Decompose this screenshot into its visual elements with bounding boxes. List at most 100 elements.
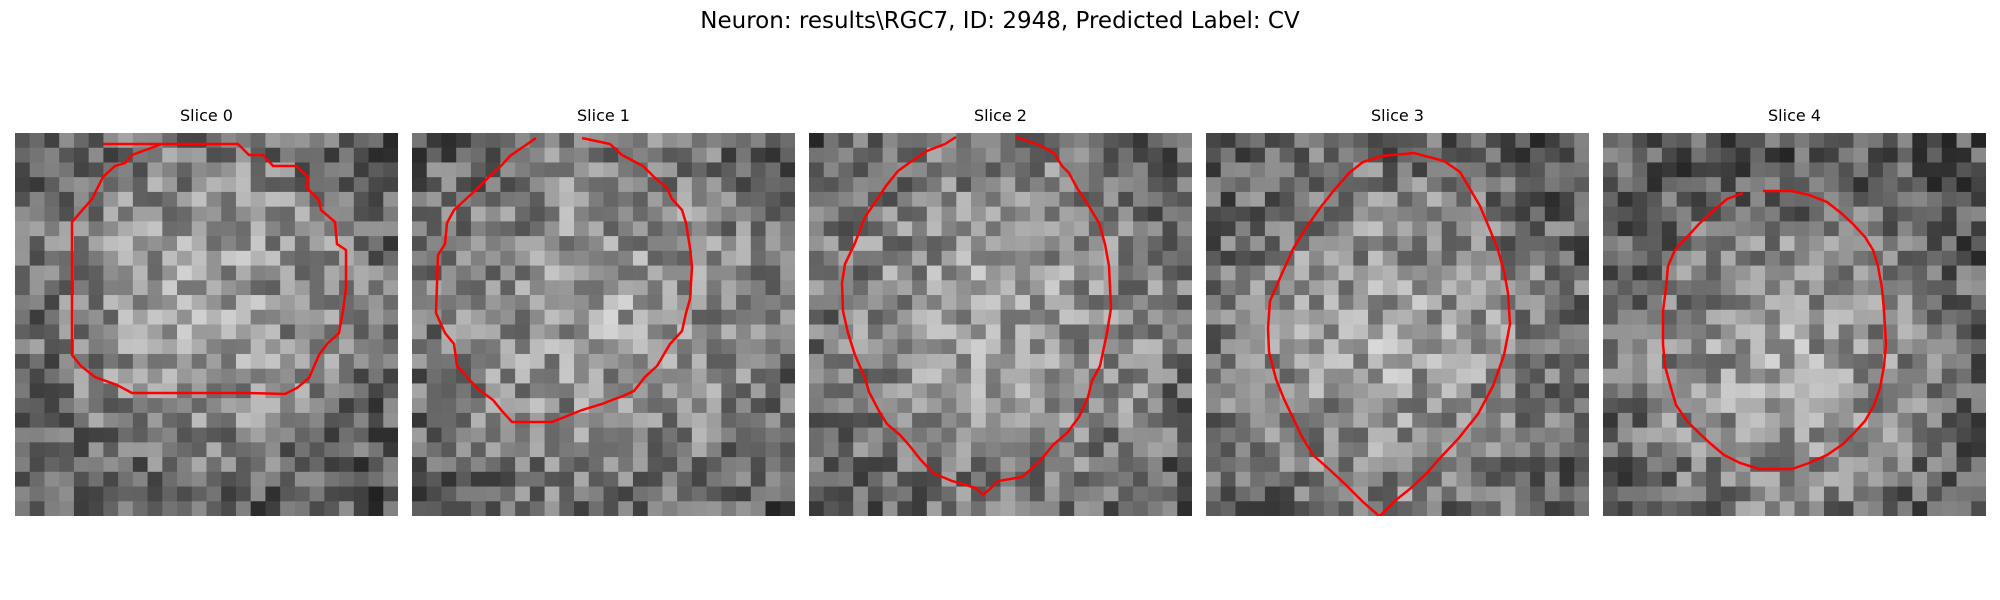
image-pixel bbox=[750, 162, 767, 178]
image-pixel bbox=[280, 457, 296, 473]
image-pixel bbox=[1676, 250, 1692, 267]
image-pixel bbox=[544, 412, 560, 429]
image-pixel bbox=[383, 398, 398, 414]
image-pixel bbox=[1941, 221, 1958, 237]
image-pixel bbox=[485, 339, 501, 355]
image-pixel bbox=[721, 442, 737, 458]
image-pixel bbox=[353, 265, 370, 281]
image-pixel bbox=[1485, 280, 1502, 296]
image-pixel bbox=[456, 206, 472, 222]
image-pixel bbox=[294, 457, 311, 473]
image-pixel bbox=[912, 162, 928, 178]
image-pixel bbox=[1309, 133, 1325, 149]
image-pixel bbox=[956, 457, 972, 473]
image-pixel bbox=[383, 295, 398, 311]
image-pixel bbox=[1971, 236, 1986, 252]
image-pixel bbox=[1368, 206, 1384, 222]
image-pixel bbox=[1617, 412, 1634, 429]
image-pixel bbox=[1794, 412, 1810, 429]
image-pixel bbox=[103, 398, 119, 414]
image-pixel bbox=[1838, 206, 1855, 222]
image-pixel bbox=[1735, 295, 1751, 311]
image-pixel bbox=[1853, 501, 1869, 516]
image-pixel bbox=[588, 427, 605, 443]
image-pixel bbox=[1397, 309, 1413, 326]
image-pixel bbox=[265, 383, 281, 399]
image-pixel bbox=[500, 471, 516, 488]
image-pixel bbox=[1382, 133, 1399, 149]
image-pixel bbox=[1912, 324, 1928, 340]
image-pixel bbox=[1838, 427, 1855, 443]
image-pixel bbox=[162, 457, 178, 473]
image-pixel bbox=[706, 265, 722, 281]
image-pixel bbox=[1177, 133, 1192, 149]
image-pixel bbox=[1515, 412, 1531, 429]
image-pixel bbox=[1471, 221, 1487, 237]
image-pixel bbox=[1015, 398, 1031, 414]
image-pixel bbox=[1309, 236, 1325, 252]
image-pixel bbox=[1162, 280, 1178, 296]
image-pixel bbox=[1118, 221, 1134, 237]
image-pixel bbox=[1941, 177, 1958, 193]
image-pixel bbox=[1706, 250, 1722, 267]
image-pixel bbox=[1941, 162, 1958, 178]
image-pixel bbox=[1426, 398, 1443, 414]
image-pixel bbox=[1118, 295, 1134, 311]
image-pixel bbox=[1559, 486, 1575, 502]
image-pixel bbox=[706, 339, 722, 355]
image-pixel bbox=[1720, 442, 1737, 458]
image-pixel bbox=[780, 191, 795, 208]
image-pixel bbox=[162, 250, 178, 267]
image-pixel bbox=[88, 501, 104, 516]
image-pixel bbox=[574, 486, 590, 502]
image-pixel bbox=[383, 427, 398, 443]
image-pixel bbox=[177, 353, 193, 370]
image-pixel bbox=[809, 162, 825, 178]
image-pixel bbox=[721, 221, 737, 237]
image-pixel bbox=[44, 486, 60, 502]
image-pixel bbox=[1720, 398, 1737, 414]
image-pixel bbox=[1735, 398, 1751, 414]
image-pixel bbox=[500, 501, 516, 516]
image-pixel bbox=[1103, 383, 1119, 399]
image-pixel bbox=[1603, 162, 1619, 178]
image-pixel bbox=[191, 427, 208, 443]
image-pixel bbox=[1603, 250, 1619, 267]
image-pixel bbox=[1323, 442, 1340, 458]
image-pixel bbox=[1574, 309, 1589, 326]
image-pixel bbox=[912, 324, 928, 340]
image-pixel bbox=[103, 265, 119, 281]
image-pixel bbox=[1059, 486, 1075, 502]
image-pixel bbox=[44, 250, 60, 267]
image-pixel bbox=[1971, 412, 1986, 429]
image-pixel bbox=[1971, 191, 1986, 208]
image-pixel bbox=[1397, 353, 1413, 370]
image-pixel bbox=[1515, 162, 1531, 178]
image-pixel bbox=[559, 265, 575, 281]
image-pixel bbox=[1617, 368, 1634, 385]
image-pixel bbox=[162, 427, 178, 443]
image-pixel bbox=[897, 398, 913, 414]
image-pixel bbox=[1103, 501, 1119, 516]
image-pixel bbox=[412, 457, 428, 473]
image-pixel bbox=[529, 147, 546, 164]
image-pixel bbox=[1485, 398, 1502, 414]
image-pixel bbox=[1912, 133, 1928, 149]
image-pixel bbox=[1912, 191, 1928, 208]
image-pixel bbox=[426, 353, 443, 370]
image-pixel bbox=[88, 147, 104, 164]
image-pixel bbox=[177, 280, 193, 296]
image-pixel bbox=[1897, 398, 1913, 414]
image-pixel bbox=[1868, 471, 1884, 488]
image-pixel bbox=[1574, 501, 1589, 516]
image-pixel bbox=[515, 147, 531, 164]
image-pixel bbox=[1000, 177, 1016, 193]
image-pixel bbox=[441, 280, 457, 296]
image-pixel bbox=[971, 427, 987, 443]
image-pixel bbox=[1706, 147, 1722, 164]
image-pixel bbox=[1206, 250, 1222, 267]
image-pixel bbox=[1397, 191, 1413, 208]
image-pixel bbox=[412, 324, 428, 340]
image-pixel bbox=[1897, 442, 1913, 458]
image-pixel bbox=[823, 280, 840, 296]
